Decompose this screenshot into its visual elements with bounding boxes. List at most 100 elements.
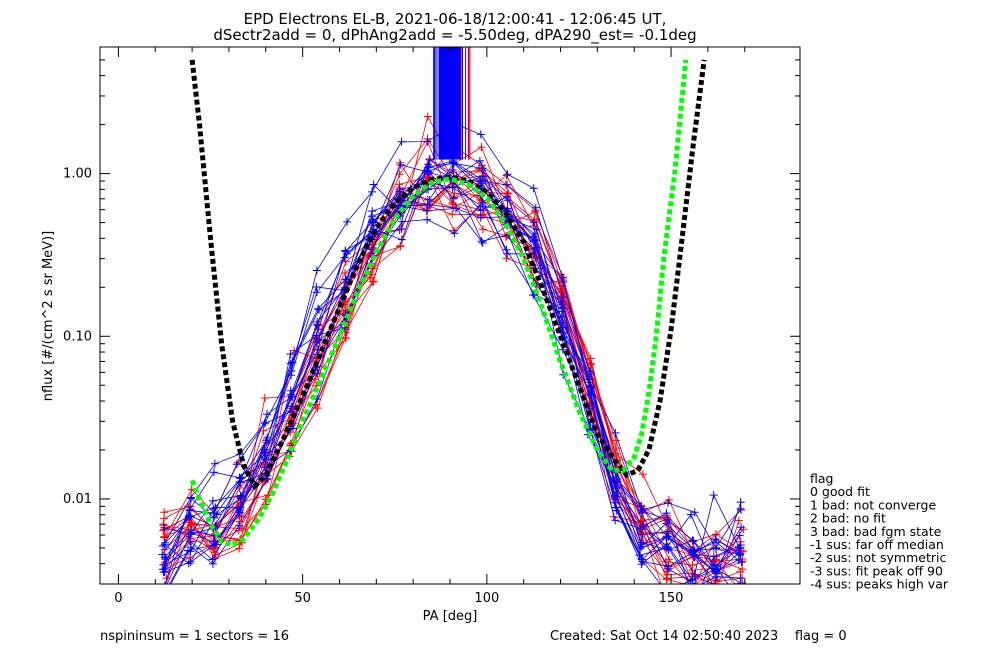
blue-trace-marker (315, 335, 324, 344)
blue-trace-marker (709, 491, 718, 500)
blue-trace-marker (395, 185, 404, 194)
blue-trace-marker (557, 312, 566, 321)
blue-trace-marker (736, 541, 745, 550)
red-trace-marker (186, 521, 195, 530)
blue-trace-marker (394, 201, 403, 210)
blue-trace-marker (396, 160, 405, 169)
blue-trace-marker (260, 445, 269, 454)
red-trace-marker (423, 112, 432, 121)
red-trace-marker (663, 574, 672, 583)
blue-trace-marker (315, 305, 323, 314)
blue-trace-marker (314, 304, 322, 313)
blue-trace-marker (160, 523, 169, 532)
blue-trace-marker (690, 508, 699, 517)
red-trace-marker (448, 198, 457, 207)
blue-trace-marker (478, 172, 487, 181)
red-trace-marker (738, 565, 747, 574)
blue-trace-marker (502, 245, 511, 254)
blue-trace-marker (187, 543, 195, 552)
red-trace-marker (260, 394, 269, 402)
blue-trace-marker (637, 506, 646, 514)
blue-trace-marker (397, 137, 406, 146)
blue-trace-marker (476, 206, 485, 215)
y-tick-label: 1.00 (63, 167, 92, 182)
x-axis-label: PA [deg] (423, 609, 478, 624)
blue-trace-marker (503, 170, 512, 179)
blue-trace-marker (312, 266, 321, 275)
blue-trace-marker (423, 215, 432, 224)
blue-trace-marker (449, 158, 457, 167)
blue-trace-marker (711, 543, 720, 552)
blue-trace-marker (313, 318, 322, 326)
blue-trace-marker (664, 499, 672, 507)
legend: flag 0 good fit 1 bad: not converge 2 ba… (810, 471, 949, 592)
blue-trace-marker (688, 576, 697, 584)
blue-trace-marker (160, 560, 169, 569)
red-trace-marker (396, 242, 405, 251)
legend-entry: 3 bad: bad fgm state (810, 524, 942, 539)
blue-trace-marker (636, 524, 645, 533)
blue-trace-marker (450, 229, 459, 238)
blue-trace-marker (587, 391, 596, 400)
x-tick-label: 50 (294, 591, 311, 606)
red-trace-marker (313, 404, 322, 413)
legend-entry: -2 sus: not symmetric (810, 550, 946, 565)
blue-trace-marker (612, 503, 620, 512)
blue-trace-marker (736, 498, 745, 507)
blue-trace-marker (425, 200, 434, 209)
blue-trace-marker (286, 359, 295, 368)
blue-trace-marker (236, 503, 245, 512)
blue-trace-marker (213, 510, 221, 519)
blue-trace-marker (737, 558, 746, 567)
blue-trace-marker (341, 246, 350, 255)
blue-trace-marker (424, 160, 433, 169)
legend-entry: -1 sus: far off median (810, 537, 944, 552)
blue-trace-marker (689, 536, 698, 545)
legend-entry: 2 bad: no fit (810, 511, 886, 526)
blue-trace-marker (232, 460, 241, 469)
black-fit-curve (189, 59, 707, 491)
blue-trace-marker (736, 574, 745, 582)
saturated-band (438, 47, 462, 160)
blue-trace-marker (187, 528, 196, 537)
blue-trace-marker (368, 187, 376, 196)
blue-trace-marker (529, 291, 538, 300)
x-tick-label: 0 (114, 591, 122, 606)
blue-trace-marker (288, 392, 296, 401)
blue-trace-marker (690, 546, 699, 555)
red-trace-marker (341, 298, 350, 307)
legend-entry: -3 sus: fit peak off 90 (810, 563, 943, 578)
blue-trace-marker (186, 493, 195, 502)
blue-trace-marker (160, 568, 169, 577)
red-trace-marker (159, 520, 168, 529)
blue-trace-marker (286, 407, 295, 416)
footer-right: Created: Sat Oct 14 02:50:40 2023 flag =… (550, 629, 847, 644)
blue-trace-marker (449, 194, 458, 203)
blue-trace-marker (341, 275, 350, 284)
blue-trace-marker (396, 187, 405, 196)
red-trace-marker (638, 470, 647, 479)
blue-trace-marker (559, 304, 568, 313)
red-trace-marker (395, 158, 404, 167)
legend-entry: 0 good fit (810, 484, 870, 499)
blue-trace-marker (261, 418, 270, 427)
blue-trace-marker (286, 350, 295, 359)
blue-trace-marker (235, 508, 243, 516)
blue-trace-marker (478, 238, 487, 247)
blue-trace-marker (662, 509, 671, 518)
blue-trace-marker (662, 540, 671, 548)
blue-trace-marker (476, 213, 485, 222)
blue-trace-marker (160, 553, 169, 562)
blue-trace-marker (558, 273, 567, 282)
y-tick-label: 0.10 (63, 329, 92, 344)
blue-trace-marker (262, 436, 271, 445)
blue-trace-marker (210, 459, 219, 468)
red-trace-marker (477, 143, 486, 152)
blue-trace-marker (397, 235, 406, 244)
red-trace-marker (710, 580, 719, 584)
red-trace-marker (259, 426, 268, 435)
blue-trace-marker (209, 504, 218, 513)
blue-trace-marker (612, 474, 621, 483)
